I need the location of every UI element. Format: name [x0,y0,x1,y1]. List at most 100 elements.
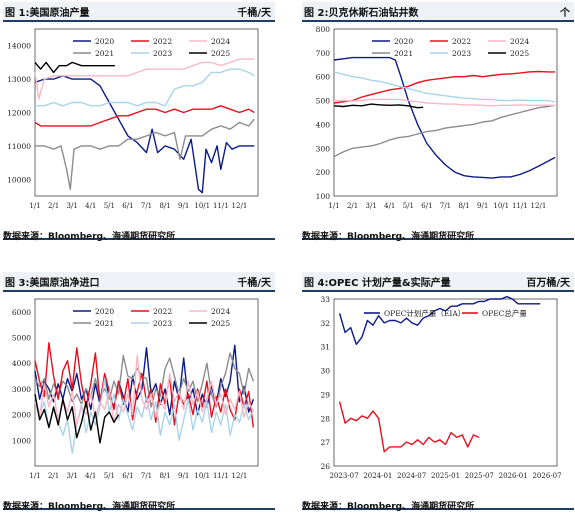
chart-us-crude-net-imports: 1000 2000 3000 4000 5000 6000 1/1 2/1 3/1 4/1 5/1 6… [12,298,259,480]
panel-baker-hughes-rigs: 图 2:贝克休斯石油钻井数 个 100 200 300 400 500 600 700 800… [302,2,574,242]
y-tick-label: 6000 [12,308,31,317]
legend-label: 2021 [95,319,114,328]
legend-label: 2022 [153,37,172,46]
series-line-2025 [34,393,120,444]
legend-label: 2024 [211,307,230,316]
x-tick-label: 4/1 [85,202,96,210]
legend-label: 2020 [95,307,114,316]
y-tick-label: 200 [316,168,331,177]
x-tick-label: 5/1 [104,202,115,210]
x-tick-label: 10/1 [194,202,210,210]
x-tick-label: 4/1 [85,472,96,480]
y-tick-label: 300 [316,144,331,153]
y-tick-label: 11000 [7,142,31,151]
series-line-2023 [34,377,255,454]
panel-title-bar: 图 2:贝克休斯石油钻井数 个 [302,2,574,22]
source-text: 数据来源：Bloomberg、海通期货研究所 [302,232,475,242]
series-line-2023 [35,68,255,107]
panel-title: 图 2:贝克休斯石油钻井数 [304,8,419,19]
y-tick-label: 12000 [7,109,31,118]
legend-label: 2023 [153,319,172,328]
series-line-OPEC总产量 [338,401,480,453]
source-note: 数据来源：Bloomberg、海通期货研究所 [3,494,275,512]
legend-label: 2022 [153,307,172,316]
panel-opec-production: 图 4:OPEC 计划产量&实际产量 百万桶/天 26 27 28 29 30 31 32 3… [302,272,574,512]
legend-label: 2022 [452,37,471,46]
plot-frame [34,28,259,197]
x-tick-label: 8/1 [159,202,170,210]
x-tick-label: 2026-07 [532,472,561,480]
source-note: 数据来源：Bloomberg、海通期货研究所 [3,224,275,242]
x-tick-label: 2024-01 [363,472,392,480]
x-tick-label: 2025-01 [431,472,460,480]
x-tick-label: 11/1 [213,202,229,210]
panel-title-bar: 图 4:OPEC 计划产量&实际产量 百万桶/天 [302,272,574,292]
source-note: 数据来源：Bloomberg、海通期货研究所 [302,494,574,512]
x-tick-label: 2026-01 [499,472,528,480]
x-tick-label: 8/1 [458,202,469,210]
panel-title: 图 4:OPEC 计划产量&实际产量 [304,278,451,289]
legend-label: OPEC计划产量（EIA） [384,308,465,318]
y-tick-label: 30 [320,367,330,376]
y-tick-label: 500 [316,97,331,106]
x-tick-label: 9/1 [477,202,488,210]
panel-title: 图 3:美国原油净进口 [5,278,100,289]
series-line-2023 [333,71,556,103]
x-tick-label: 6/1 [421,202,432,210]
legend-label: 2023 [452,49,471,58]
legend-label: 2024 [211,37,230,46]
x-tick-label: 7/1 [141,472,152,480]
y-tick-label: 31 [320,343,330,352]
x-tick-label: 11/1 [512,202,528,210]
x-tick-label: 6/1 [122,472,133,480]
plot-frame [333,298,558,467]
legend-label: 2025 [510,49,529,58]
x-tick-label: 9/1 [178,202,189,210]
x-tick-label: 9/1 [178,472,189,480]
x-tick-label: 3/1 [366,202,377,210]
series-line-2024 [334,98,556,107]
chart-opec-production: 26 27 28 29 30 31 32 33 2023-07 2024-01 2024-07 202… [320,295,561,480]
legend-label: 2021 [95,49,114,58]
plot-frame [34,298,259,467]
x-tick-label: 2024-07 [397,472,426,480]
x-tick-label: 6/1 [122,202,133,210]
y-tick-label: 32 [320,319,330,328]
x-tick-label: 2023-07 [329,472,358,480]
x-tick-label: 5/1 [104,472,115,480]
x-tick-label: 2/1 [347,202,358,210]
panel-unit: 千桶/天 [237,278,271,289]
series-line-2022 [34,105,255,127]
legend-label: OPEC总产量 [482,308,527,318]
y-tick-label: 27 [320,438,330,447]
panel-unit: 千桶/天 [237,8,271,19]
x-tick-label: 3/1 [67,202,78,210]
x-tick-label: 4/1 [384,202,395,210]
legend-label: 2024 [510,37,529,46]
source-text: 数据来源：Bloomberg、海通期货研究所 [3,502,176,512]
x-tick-label: 1/1 [328,202,339,210]
series-line-OPEC计划产量（EIA） [338,295,541,345]
y-tick-label: 10000 [7,175,31,184]
x-tick-label: 8/1 [159,472,170,480]
y-tick-label: 2000 [12,411,31,420]
x-tick-label: 2025-07 [465,472,494,480]
x-tick-label: 5/1 [403,202,414,210]
x-tick-label: 3/1 [67,472,78,480]
series-line-2024 [34,58,255,100]
series-line-2022 [34,342,255,428]
x-tick-label: 2/1 [48,202,59,210]
legend-label: 2021 [394,49,413,58]
legend-label: 2020 [95,37,114,46]
panel-unit: 个 [560,8,570,19]
source-note: 数据来源：Bloomberg、海通期货研究所 [302,224,574,242]
x-tick-label: 12/1 [232,202,248,210]
y-tick-label: 100 [316,192,331,201]
panel-title: 图 1:美国原油产量 [5,8,90,19]
source-text: 数据来源：Bloomberg、海通期货研究所 [302,502,475,512]
x-tick-label: 1/1 [29,472,40,480]
y-tick-label: 600 [316,73,331,82]
series-line-2025 [34,61,115,74]
y-tick-label: 4000 [12,359,31,368]
series-line-2020 [34,75,255,194]
